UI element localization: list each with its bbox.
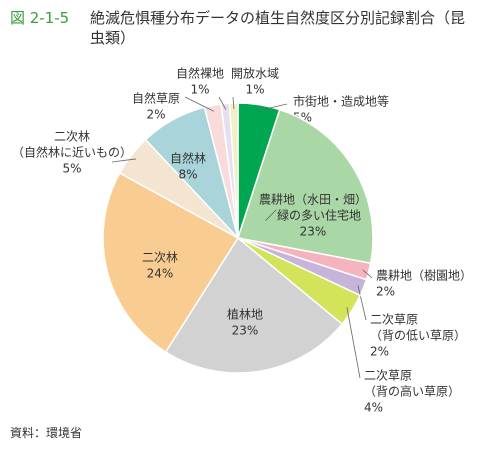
- leader-line: [218, 96, 227, 110]
- leader-line: [232, 96, 235, 110]
- value-label: 23%: [300, 225, 327, 239]
- leader-line: [258, 103, 288, 111]
- slice-label: 農耕地（樹園地）: [376, 268, 472, 283]
- slice-label: （背の低い草原）: [370, 329, 466, 343]
- chart-title: 絶滅危惧種分布データの植生自然度区分別記録割合（昆虫類）: [90, 9, 466, 47]
- slice-label: （背の高い草原）: [364, 384, 460, 399]
- slice-label: 二次草原: [370, 313, 418, 327]
- slice-label: 自然草原: [132, 91, 180, 106]
- slice-label: 市街地・造成地等: [293, 94, 389, 109]
- value-label: 5%: [62, 162, 81, 176]
- slice-label: ／緑の多い住宅地: [265, 208, 361, 223]
- slice-label: 農耕地（水田・畑）: [259, 192, 367, 207]
- slice-label: 自然裸地: [176, 66, 224, 81]
- slice-label: 二次草原: [364, 369, 412, 383]
- value-label: 2%: [146, 108, 165, 122]
- value-label: 24%: [147, 267, 174, 281]
- slice-label: 自然林: [170, 151, 206, 166]
- value-label: 1%: [245, 83, 264, 97]
- slice-label: 二次林: [54, 130, 90, 144]
- leader-line: [184, 96, 215, 112]
- value-label: 1%: [190, 83, 209, 97]
- pie-slice: [237, 108, 374, 265]
- source-note: 資料：環境省: [10, 426, 83, 440]
- slice-label: （自然林に近いもの）: [12, 145, 132, 160]
- value-label: 2%: [376, 285, 395, 299]
- value-label: 23%: [232, 324, 259, 338]
- slice-label: 二次林: [142, 251, 178, 265]
- leader-line: [362, 269, 373, 279]
- pie-slice: [102, 171, 240, 354]
- value-label: 2%: [370, 345, 389, 359]
- pie-slice: [164, 236, 344, 374]
- slice-label: 植林地: [227, 307, 263, 322]
- value-label: 8%: [178, 168, 197, 182]
- leader-line: [111, 158, 137, 163]
- leader-line: [346, 307, 361, 379]
- value-label: 4%: [364, 401, 383, 415]
- slice-label: 開放水域: [231, 66, 279, 81]
- leader-line: [357, 285, 367, 321]
- figure-label: 図 2-1-5: [10, 9, 70, 27]
